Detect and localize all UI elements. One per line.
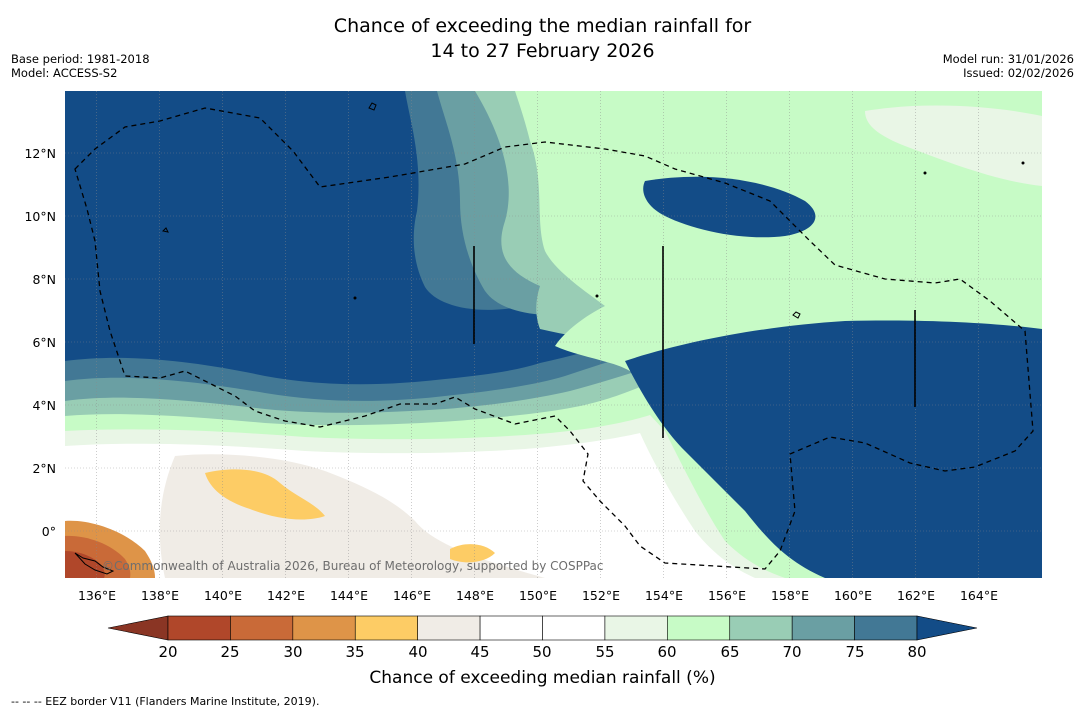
colorbar-label: Chance of exceeding median rainfall (%) (369, 668, 716, 688)
colorbar-cell (354, 615, 418, 641)
lat-label-6n: 6°N (32, 335, 56, 350)
contour-35 (205, 469, 495, 563)
colorbar-tick-35: 35 (345, 643, 365, 661)
lat-label-12n: 12°N (24, 146, 56, 161)
lon-label-150e: 150°E (518, 588, 557, 603)
colorbar-tick-65: 65 (720, 643, 740, 661)
grid-lines (65, 91, 1042, 578)
title-line-2: 14 to 27 February 2026 (430, 40, 655, 62)
eez-border (74, 107, 1034, 570)
lon-label-154e: 154°E (644, 588, 683, 603)
lon-label-144e: 144°E (329, 588, 368, 603)
base-period-text: Base period: 1981-2018 (11, 52, 150, 66)
colorbar-cell (667, 615, 731, 641)
colorbar-cell (230, 615, 294, 641)
model-run-text: Model run: 31/01/2026 (942, 52, 1074, 66)
title-line-1: Chance of exceeding the median rainfall … (333, 15, 752, 37)
lon-label-148e: 148°E (455, 588, 494, 603)
model-text: Model: ACCESS-S2 (11, 66, 118, 80)
lon-label-164e: 164°E (959, 588, 998, 603)
lon-label-158e: 158°E (770, 588, 809, 603)
colorbar-tick-60: 60 (657, 643, 677, 661)
colorbar-cell (854, 615, 918, 641)
colorbar-cell (417, 615, 481, 641)
colorbar-cell (604, 615, 668, 641)
meta-left: Base period: 1981-2018 Model: ACCESS-S2 (11, 52, 150, 80)
lat-label-4n: 4°N (32, 398, 56, 413)
lat-label-0: 0° (41, 524, 56, 539)
lat-label-10n: 10°N (24, 209, 56, 224)
colorbar-under-arrow (107, 615, 169, 641)
lon-label-140e: 140°E (203, 588, 242, 603)
deep-blue-patch-east (625, 320, 1042, 578)
colorbar-over-arrow (916, 615, 978, 641)
colorbar-tick-75: 75 (845, 643, 865, 661)
colorbar-tick-70: 70 (782, 643, 802, 661)
colorbar-cell (167, 615, 231, 641)
lon-label-162e: 162°E (896, 588, 935, 603)
colorbar-cells (167, 615, 918, 641)
colorbar-cell (791, 615, 855, 641)
colorbar-cell (292, 615, 356, 641)
lon-label-146e: 146°E (392, 588, 431, 603)
eez-legend-note: -- -- -- EEZ border V11 (Flanders Marine… (11, 695, 320, 708)
light-patch-northeast (865, 105, 1042, 186)
chart-title: Chance of exceeding the median rainfall … (0, 14, 1085, 64)
lon-label-156e: 156°E (707, 588, 746, 603)
colorbar-tick-80: 80 (907, 643, 927, 661)
contour-under-25 (65, 551, 105, 578)
colorbar-tick-50: 50 (532, 643, 552, 661)
lon-label-136e: 136°E (77, 588, 116, 603)
colorbar-cell (729, 615, 793, 641)
lon-label-142e: 142°E (266, 588, 305, 603)
lon-label-160e: 160°E (833, 588, 872, 603)
boundary-lines (473, 246, 916, 438)
colorbar-tick-30: 30 (283, 643, 303, 661)
lon-label-152e: 152°E (581, 588, 620, 603)
colorbar-tick-40: 40 (408, 643, 428, 661)
colorbar-cell (479, 615, 543, 641)
colorbar-tick-55: 55 (595, 643, 615, 661)
rainfall-map (65, 91, 1042, 578)
meta-right: Model run: 31/01/2026 Issued: 02/02/2026 (943, 52, 1074, 80)
colorbar-tick-45: 45 (470, 643, 490, 661)
lon-label-138e: 138°E (140, 588, 179, 603)
deep-blue-patch-north (643, 176, 816, 238)
map-area (65, 91, 1042, 578)
lat-label-2n: 2°N (32, 461, 56, 476)
islands (74, 102, 1025, 575)
issued-text: Issued: 02/02/2026 (963, 66, 1074, 80)
colorbar-tick-20: 20 (158, 643, 178, 661)
lat-label-8n: 8°N (32, 272, 56, 287)
colorbar-cell (542, 615, 606, 641)
colorbar (107, 615, 978, 641)
colorbar-tick-25: 25 (220, 643, 240, 661)
copyright-text: ©Commonwealth of Australia 2026, Bureau … (102, 559, 604, 573)
